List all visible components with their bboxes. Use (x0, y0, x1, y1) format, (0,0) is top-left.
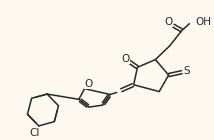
Text: S: S (183, 66, 190, 76)
Text: O: O (84, 79, 92, 89)
Text: O: O (165, 17, 173, 27)
Text: O: O (121, 54, 129, 64)
Text: Cl: Cl (30, 128, 40, 138)
Text: OH: OH (195, 17, 211, 27)
